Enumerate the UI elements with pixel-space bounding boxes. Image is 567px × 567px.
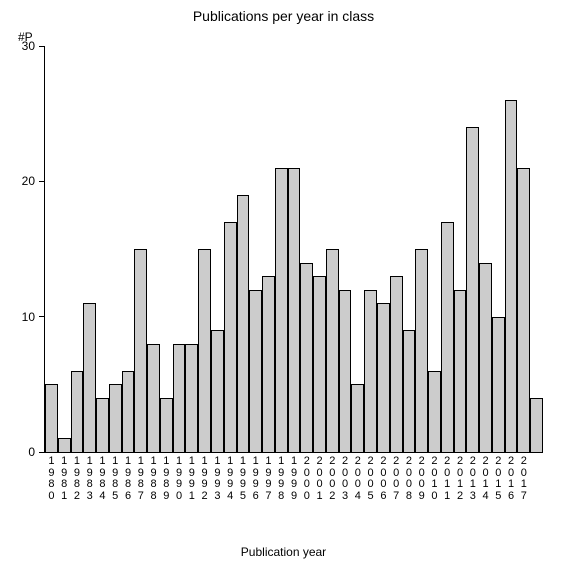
bar: [466, 127, 479, 452]
bar: [224, 222, 237, 452]
y-tick: [39, 452, 45, 453]
x-tick-label: 1 9 9 8: [276, 456, 286, 502]
x-tick-label: 1 9 8 5: [110, 456, 120, 502]
bars-group: [45, 46, 543, 452]
x-tick-label: 2 0 1 7: [519, 456, 529, 502]
x-tick-label: 2 0 1 2: [455, 456, 465, 502]
bar: [109, 384, 122, 452]
x-tick-label: 2 0 1 6: [506, 456, 516, 502]
x-tick-label: 2 0 0 5: [366, 456, 376, 502]
x-tick-label: 1 9 8 4: [97, 456, 107, 502]
bar: [517, 168, 530, 452]
x-tick-label: 1 9 9 5: [238, 456, 248, 502]
x-tick-label: 1 9 8 8: [149, 456, 159, 502]
x-tick-label: 2 0 1 0: [429, 456, 439, 502]
bar: [492, 317, 505, 452]
bar: [249, 290, 262, 452]
bar: [364, 290, 377, 452]
bar: [530, 398, 543, 452]
x-tick-label: 1 9 9 6: [251, 456, 261, 502]
x-tick-label: 1 9 9 3: [212, 456, 222, 502]
bar: [339, 290, 352, 452]
bar: [428, 371, 441, 452]
bar: [377, 303, 390, 452]
x-tick-label: 2 0 0 3: [340, 456, 350, 502]
bar: [96, 398, 109, 452]
x-tick-label: 2 0 0 9: [417, 456, 427, 502]
x-axis-label: Publication year: [0, 545, 567, 559]
y-tick-label: 20: [22, 174, 35, 188]
bar: [505, 100, 518, 452]
x-tick-label: 1 9 8 3: [85, 456, 95, 502]
x-tick-label: 2 0 0 0: [302, 456, 312, 502]
x-tick-label: 2 0 1 4: [481, 456, 491, 502]
plot-area: 01020301 9 8 01 9 8 11 9 8 21 9 8 31 9 8…: [44, 46, 543, 453]
x-tick-label: 1 9 9 2: [200, 456, 210, 502]
x-tick-label: 2 0 1 3: [468, 456, 478, 502]
y-tick: [39, 181, 45, 182]
y-tick: [39, 46, 45, 47]
bar: [441, 222, 454, 452]
bar: [313, 276, 326, 452]
x-tick-label: 1 9 9 0: [174, 456, 184, 502]
x-tick-label: 1 9 8 9: [161, 456, 171, 502]
bar: [83, 303, 96, 452]
bar: [454, 290, 467, 452]
bar: [185, 344, 198, 452]
bar: [45, 384, 58, 452]
bar: [479, 263, 492, 452]
x-tick-label: 1 9 8 0: [46, 456, 56, 502]
x-tick-label: 1 9 9 9: [289, 456, 299, 502]
bar: [122, 371, 135, 452]
y-tick-label: 10: [22, 310, 35, 324]
chart-title: Publications per year in class: [0, 8, 567, 24]
x-tick-label: 2 0 0 1: [315, 456, 325, 502]
bar: [403, 330, 416, 452]
bar: [288, 168, 301, 452]
bar: [211, 330, 224, 452]
x-tick-label: 2 0 0 8: [404, 456, 414, 502]
bar: [262, 276, 275, 452]
bar: [237, 195, 250, 452]
x-tick-label: 1 9 8 6: [123, 456, 133, 502]
bar: [415, 249, 428, 452]
bar: [134, 249, 147, 452]
bar: [173, 344, 186, 452]
x-tick-label: 2 0 0 6: [378, 456, 388, 502]
bar: [326, 249, 339, 452]
x-tick-label: 2 0 0 4: [353, 456, 363, 502]
x-tick-label: 2 0 0 2: [327, 456, 337, 502]
chart-container: Publications per year in class #P 010203…: [0, 0, 567, 567]
x-tick-label: 1 9 8 1: [59, 456, 69, 502]
bar: [160, 398, 173, 452]
bar: [390, 276, 403, 452]
bar: [147, 344, 160, 452]
bar: [275, 168, 288, 452]
x-tick-label: 2 0 0 7: [391, 456, 401, 502]
bar: [300, 263, 313, 452]
x-tick-label: 1 9 9 1: [187, 456, 197, 502]
x-tick-label: 1 9 8 7: [136, 456, 146, 502]
x-tick-label: 1 9 8 2: [72, 456, 82, 502]
x-tick-label: 1 9 9 4: [225, 456, 235, 502]
x-tick-label: 2 0 1 5: [493, 456, 503, 502]
x-tick-label: 1 9 9 7: [263, 456, 273, 502]
x-tick-label: 2 0 1 1: [442, 456, 452, 502]
y-tick-label: 0: [28, 445, 35, 459]
y-tick-label: 30: [22, 39, 35, 53]
bar: [351, 384, 364, 452]
bar: [71, 371, 84, 452]
bar: [198, 249, 211, 452]
bar: [58, 438, 71, 452]
y-tick: [39, 316, 45, 317]
